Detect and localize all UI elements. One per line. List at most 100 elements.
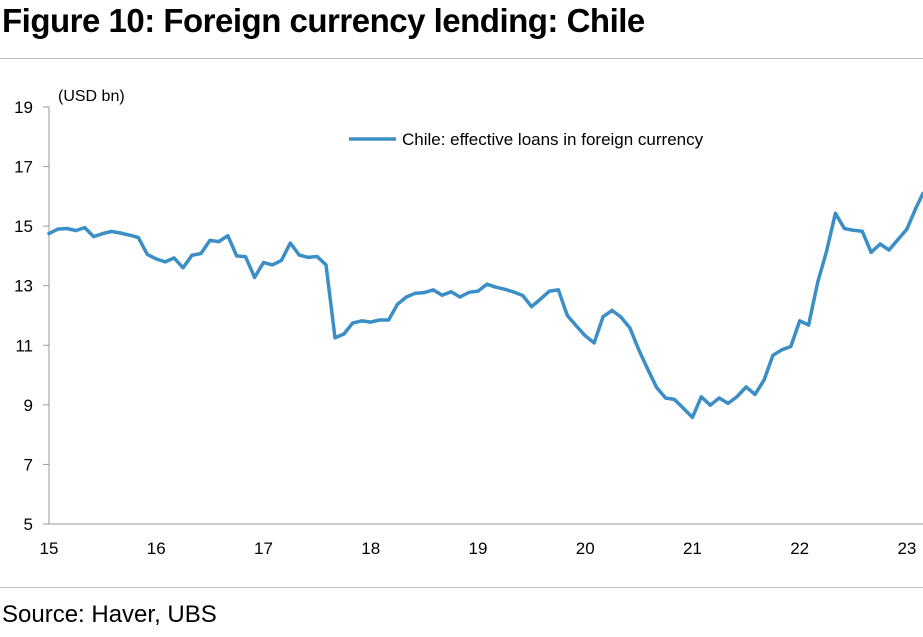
x-tick-label: 18 xyxy=(361,539,380,558)
x-tick-label: 16 xyxy=(147,539,166,558)
data-point xyxy=(449,290,453,294)
x-tick-label: 17 xyxy=(254,539,273,558)
data-point xyxy=(351,321,355,325)
data-point xyxy=(315,254,319,259)
line-chart: 5 7 9 11 13 15 17 19 15 16 17 18 19 20 21 22 23 (USD bn… xyxy=(14,88,923,558)
data-point xyxy=(771,353,775,357)
chart-axes xyxy=(48,107,923,525)
data-point xyxy=(342,332,346,336)
data-point xyxy=(101,232,105,236)
data-point xyxy=(798,319,802,323)
y-tick-label: 17 xyxy=(14,158,33,177)
y-axis-ticks: 5 7 9 11 13 15 17 19 xyxy=(14,98,49,534)
data-point xyxy=(181,266,185,270)
data-point xyxy=(127,233,131,237)
y-tick-label: 9 xyxy=(24,396,33,415)
legend-label: Chile: effective loans in foreign curren… xyxy=(402,130,704,149)
x-tick-label: 19 xyxy=(468,539,487,558)
data-point xyxy=(860,229,864,233)
data-point xyxy=(583,334,587,338)
y-tick-label: 11 xyxy=(15,336,33,355)
data-point xyxy=(118,231,123,235)
data-point xyxy=(753,392,757,396)
data-point xyxy=(199,251,203,256)
y-tick-label: 15 xyxy=(14,217,33,236)
data-point xyxy=(467,290,471,294)
data-point xyxy=(261,260,266,265)
data-point xyxy=(807,323,811,327)
data-point xyxy=(556,288,561,292)
data-point xyxy=(610,308,614,312)
data-point xyxy=(485,282,489,286)
data-point xyxy=(905,227,909,231)
data-point xyxy=(681,406,686,410)
data-point xyxy=(690,415,695,419)
data-point xyxy=(440,293,444,297)
data-point xyxy=(422,291,426,295)
x-tick-label: 22 xyxy=(790,539,809,558)
data-point xyxy=(360,319,364,323)
data-point xyxy=(306,255,310,259)
data-point xyxy=(592,341,596,345)
data-point xyxy=(816,281,820,285)
data-point xyxy=(83,226,87,230)
data-point xyxy=(628,326,632,330)
y-tick-label: 13 xyxy=(14,277,33,296)
data-point xyxy=(646,367,650,371)
x-axis-ticks: 15 16 17 18 19 20 21 22 23 xyxy=(40,539,917,558)
data-point xyxy=(270,263,274,267)
data-point xyxy=(395,302,400,306)
data-point xyxy=(717,396,721,400)
data-point xyxy=(842,226,847,231)
data-point xyxy=(244,255,248,259)
data-point xyxy=(726,401,730,405)
data-point xyxy=(494,285,498,289)
data-point xyxy=(851,228,855,232)
x-tick-label: 21 xyxy=(683,539,702,558)
data-point xyxy=(655,386,659,390)
data-point xyxy=(431,288,435,292)
series-group xyxy=(47,191,923,420)
data-point xyxy=(190,253,194,257)
data-point xyxy=(664,396,668,400)
series-line xyxy=(47,191,923,420)
data-point xyxy=(887,248,891,252)
data-point xyxy=(56,227,60,231)
title-divider xyxy=(0,58,923,59)
data-point xyxy=(404,295,408,299)
source-divider xyxy=(0,587,923,588)
y-axis-unit-label: (USD bn) xyxy=(58,88,125,105)
data-point xyxy=(65,226,69,231)
data-point xyxy=(530,305,534,309)
data-point xyxy=(47,232,51,236)
data-point xyxy=(226,234,230,238)
data-point xyxy=(521,293,525,298)
data-point xyxy=(878,242,882,246)
figure-title: Figure 10: Foreign currency lending: Chi… xyxy=(2,2,645,39)
data-point xyxy=(476,289,480,293)
data-point xyxy=(512,290,516,294)
data-point xyxy=(333,336,337,340)
data-point xyxy=(235,254,239,258)
data-point xyxy=(369,320,373,324)
data-point xyxy=(109,229,114,234)
data-point xyxy=(699,395,703,399)
data-point xyxy=(458,295,462,299)
data-point xyxy=(297,253,301,257)
data-point xyxy=(163,260,167,264)
data-point xyxy=(172,256,176,260)
legend: Chile: effective loans in foreign curren… xyxy=(349,130,704,149)
data-point xyxy=(637,348,641,352)
y-tick-label: 5 xyxy=(24,515,33,534)
data-point xyxy=(565,313,569,318)
data-point xyxy=(503,287,507,291)
x-tick-label: 23 xyxy=(897,539,916,558)
data-point xyxy=(92,235,96,239)
x-tick-label: 20 xyxy=(576,539,595,558)
data-point xyxy=(619,315,623,319)
source-note: Source: Haver, UBS xyxy=(2,601,217,628)
data-point xyxy=(744,385,748,389)
data-point xyxy=(833,211,838,215)
data-point xyxy=(136,235,140,240)
data-point xyxy=(145,252,149,256)
